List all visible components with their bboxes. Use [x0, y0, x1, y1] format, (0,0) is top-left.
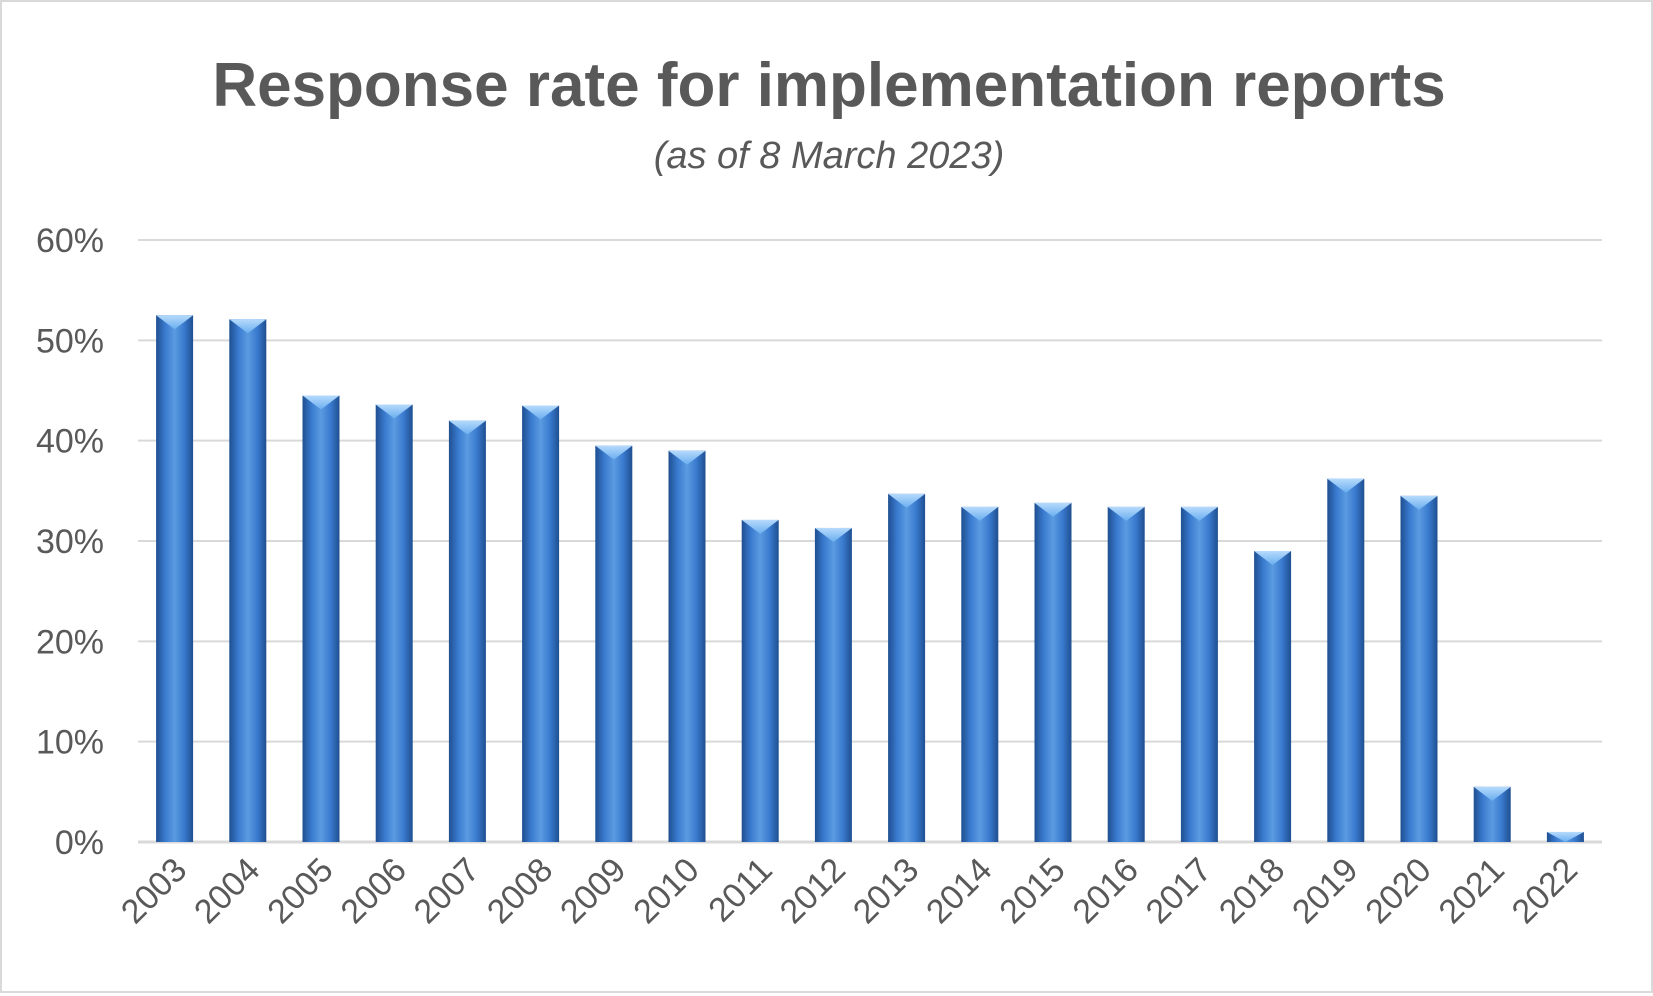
bar-2010: [668, 450, 706, 842]
x-tick-label: 2012: [773, 851, 853, 931]
y-tick-label: 20%: [36, 623, 104, 661]
bar-cap: [302, 395, 340, 410]
bar: [302, 395, 340, 842]
bar-2004: [229, 319, 267, 843]
x-tick-label: 2007: [407, 851, 487, 931]
bar-2013: [888, 493, 926, 842]
bar-2018: [1254, 551, 1292, 842]
bar-cap: [814, 527, 852, 542]
y-tick-label: 40%: [36, 423, 104, 461]
bar-2003: [156, 315, 194, 842]
bar: [522, 405, 560, 842]
y-tick-label: 60%: [36, 222, 104, 260]
bar-cap: [522, 405, 560, 420]
bar: [375, 404, 413, 842]
x-tick-label: 2011: [701, 851, 780, 930]
x-axis-ticks: 2003200420052006200720082009201020112012…: [114, 851, 1585, 931]
bar: [156, 315, 194, 842]
x-tick-label: 2022: [1505, 851, 1585, 931]
bar-cap: [375, 404, 413, 419]
bar-cap: [741, 519, 779, 534]
bar-2011: [741, 519, 779, 842]
x-tick-label: 2003: [114, 851, 194, 931]
x-tick-label: 2013: [846, 851, 926, 931]
x-tick-label: 2004: [187, 851, 267, 931]
bar-cap: [156, 315, 194, 330]
bar-cap: [1546, 831, 1584, 842]
bar: [1327, 478, 1365, 842]
y-tick-label: 50%: [36, 322, 104, 360]
bar-2012: [814, 527, 852, 842]
y-tick-label: 30%: [36, 523, 104, 561]
bar-cap: [888, 493, 926, 508]
bar-2021: [1473, 786, 1511, 842]
bar-2005: [302, 395, 340, 842]
chart-subtitle: (as of 8 March 2023): [654, 135, 1005, 177]
bar: [814, 527, 852, 842]
bar-2008: [522, 405, 560, 842]
x-tick-label: 2020: [1358, 851, 1438, 931]
bar-2016: [1107, 506, 1145, 842]
x-tick-label: 2006: [334, 851, 414, 931]
x-tick-label: 2016: [1066, 851, 1146, 931]
bar-2009: [595, 445, 633, 842]
bar: [961, 506, 999, 842]
x-tick-label: 2009: [553, 851, 633, 931]
y-axis-ticks: 0% 10% 20% 30% 40% 50% 60%: [36, 222, 104, 862]
bar-cap: [1327, 478, 1365, 493]
bar-cap: [595, 445, 633, 460]
bar-cap: [1180, 506, 1218, 521]
bar-2020: [1400, 495, 1438, 842]
x-tick-label: 2008: [480, 851, 560, 931]
bar-2014: [961, 506, 999, 842]
bar-2015: [1034, 502, 1072, 842]
x-tick-label: 2018: [1212, 851, 1292, 931]
bar: [1180, 506, 1218, 842]
bar-cap: [961, 506, 999, 521]
bar: [741, 519, 779, 842]
bar: [1254, 551, 1292, 842]
bar: [595, 445, 633, 842]
y-tick-label: 10%: [36, 724, 104, 762]
bar: [1034, 502, 1072, 842]
bar: [1400, 495, 1438, 842]
bar: [229, 319, 267, 843]
gridlines: [138, 239, 1602, 844]
bar-cap: [1254, 551, 1292, 566]
x-tick-label: 2021: [1432, 851, 1512, 931]
bar-2019: [1327, 478, 1365, 842]
bar: [448, 420, 486, 842]
bar: [668, 450, 706, 842]
x-tick-label: 2015: [992, 851, 1072, 931]
bar: [888, 493, 926, 842]
bar-cap: [668, 450, 706, 465]
bar-2007: [448, 420, 486, 842]
bar-cap: [1400, 495, 1438, 510]
bar-cap: [1034, 502, 1072, 517]
x-tick-label: 2010: [626, 851, 706, 931]
x-tick-label: 2014: [919, 851, 999, 931]
x-tick-label: 2017: [1139, 851, 1219, 931]
bar-cap: [1473, 786, 1511, 801]
chart-title: Response rate for implementation reports: [212, 51, 1445, 120]
x-tick-label: 2019: [1285, 851, 1365, 931]
bar-2017: [1180, 506, 1218, 842]
bar-2022: [1546, 831, 1584, 842]
y-tick-label: 0%: [55, 824, 104, 862]
bars: [156, 315, 1584, 843]
bar-cap: [1107, 506, 1145, 521]
bar-2006: [375, 404, 413, 842]
bar: [1107, 506, 1145, 842]
x-tick-label: 2005: [260, 851, 340, 931]
bar-cap: [448, 420, 486, 435]
bar-cap: [229, 319, 267, 334]
